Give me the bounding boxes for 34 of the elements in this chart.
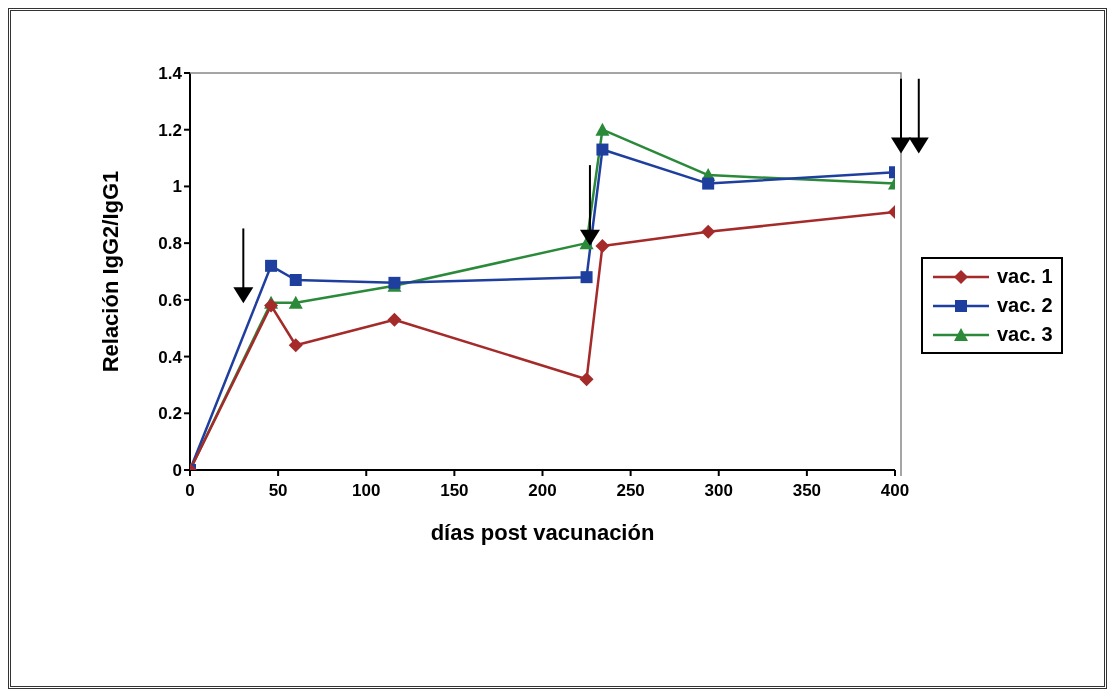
point <box>265 259 278 272</box>
y-tick-label: 1.4 <box>158 64 183 84</box>
legend-label: vac. 3 <box>997 323 1053 346</box>
y-tick-label: 0.6 <box>158 290 182 310</box>
point <box>579 372 594 387</box>
point <box>288 295 303 309</box>
x-tick-label: 400 <box>880 481 910 501</box>
y-tick-label: 0 <box>172 461 182 481</box>
point <box>289 274 302 287</box>
y-tick-label: 0.8 <box>158 234 182 254</box>
point <box>596 143 609 156</box>
x-tick-label: 250 <box>616 481 645 501</box>
x-tick-label: 350 <box>792 481 822 501</box>
point <box>387 312 402 327</box>
point <box>702 177 715 190</box>
legend-label: vac. 2 <box>997 294 1053 317</box>
x-axis-title: días post vacunación <box>430 520 655 545</box>
x-tick-label: 150 <box>440 481 469 501</box>
y-tick-label: 1 <box>172 177 182 197</box>
y-tick-label: 0.2 <box>158 404 182 424</box>
x-tick-label: 300 <box>704 481 733 501</box>
point <box>288 338 303 353</box>
point <box>595 238 610 253</box>
x-tick-label: 50 <box>268 481 288 501</box>
point <box>264 298 279 313</box>
y-tick-label: 0.4 <box>158 347 183 367</box>
point <box>580 271 593 284</box>
legend-label: vac. 1 <box>997 265 1053 288</box>
y-tick-label: 1.2 <box>158 120 182 140</box>
point <box>701 224 716 239</box>
x-tick-label: 100 <box>352 481 381 501</box>
point <box>595 122 610 136</box>
y-axis-title: Relación IgG2/IgG1 <box>97 170 123 373</box>
x-tick-label: 200 <box>528 481 557 501</box>
